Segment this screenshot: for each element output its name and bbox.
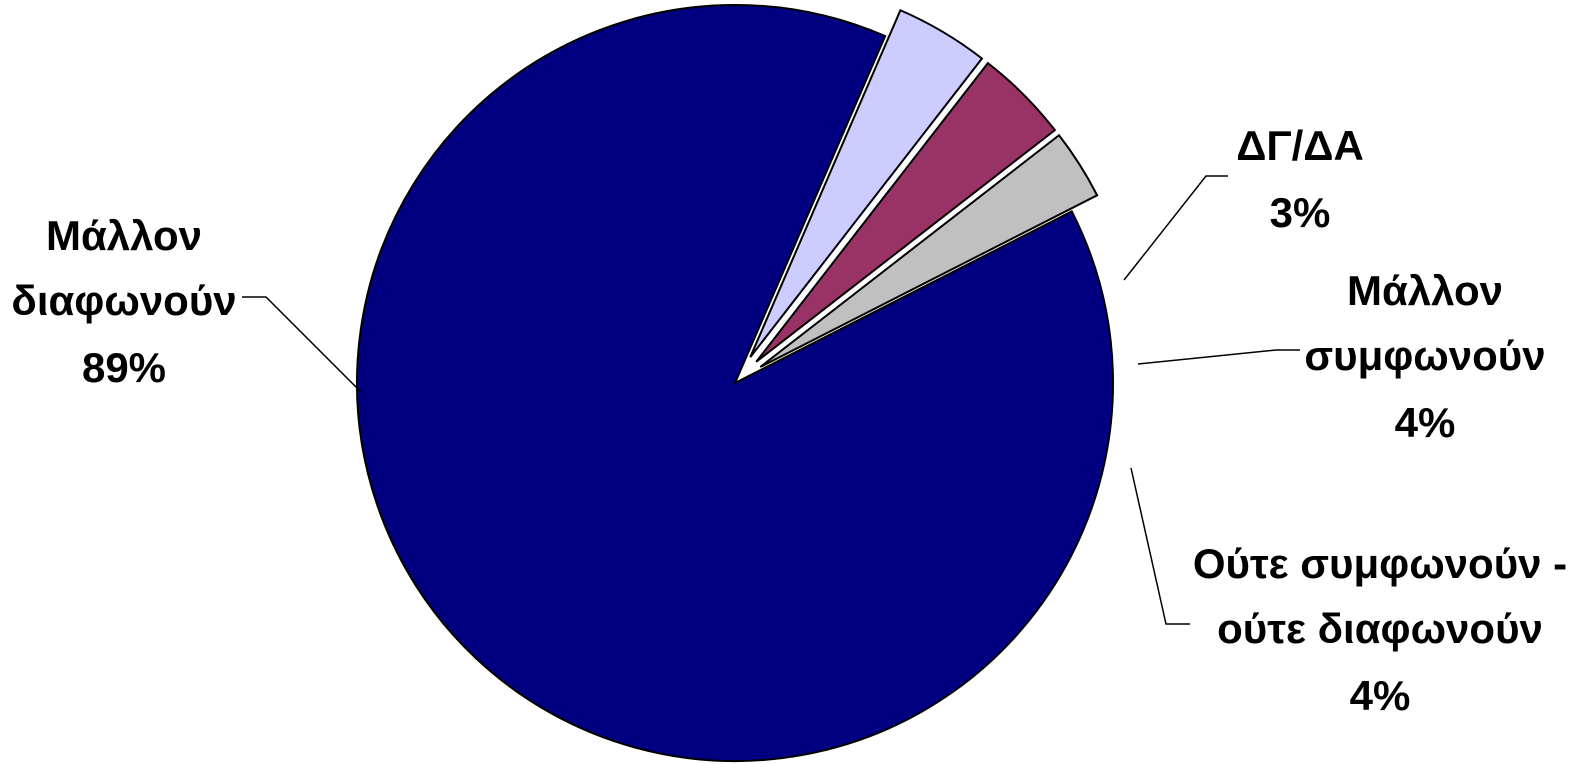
slice-label: Μάλλον [1347, 267, 1503, 314]
slice-label: ΔΓ/ΔΑ [1236, 122, 1364, 169]
slice-label: διαφωνούν [11, 277, 236, 324]
pie-slice [759, 133, 1099, 368]
slice-label: συμφωνούν [1304, 332, 1545, 379]
slice-value-label: 89% [82, 344, 166, 391]
pie-slice [356, 4, 1114, 762]
leader-line [242, 296, 362, 393]
slice-value-label: 4% [1350, 672, 1411, 719]
pie-slice [755, 61, 1057, 363]
leader-line [1123, 175, 1228, 281]
slice-value-label: 3% [1270, 189, 1331, 236]
slice-label: Ούτε συμφωνούν - [1193, 540, 1567, 587]
leader-line [1137, 349, 1300, 365]
slice-label: Μάλλον [46, 212, 202, 259]
pie-slice [749, 8, 984, 358]
slice-value-label: 4% [1395, 399, 1456, 446]
leader-line [1130, 467, 1190, 625]
slice-label: ούτε διαφωνούν [1217, 605, 1543, 652]
